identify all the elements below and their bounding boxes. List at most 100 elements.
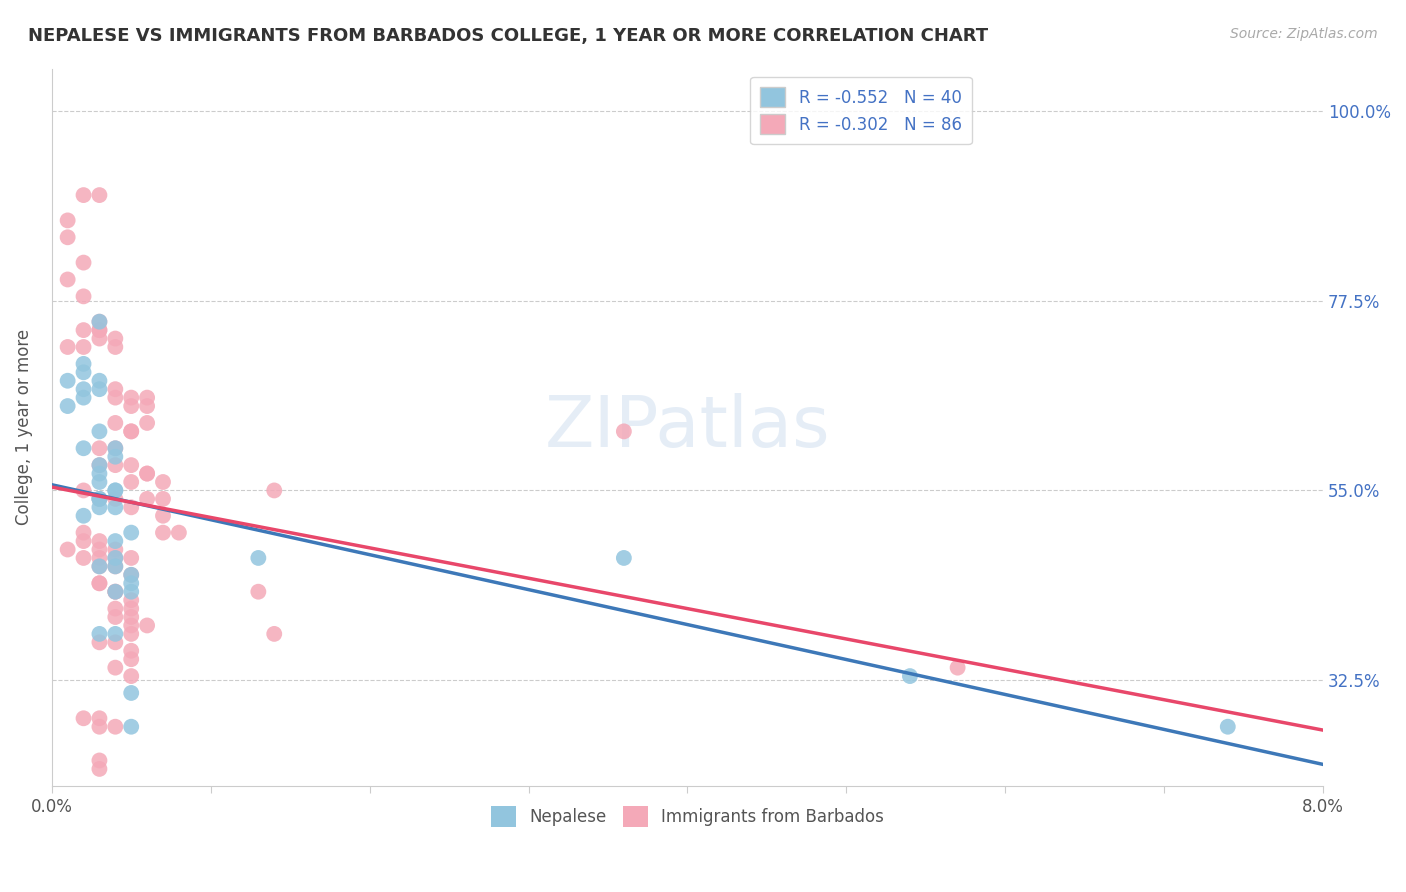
Point xyxy=(89,332,111,346)
Point xyxy=(56,272,79,286)
Point xyxy=(89,576,111,591)
Point xyxy=(89,491,111,506)
Point xyxy=(104,483,127,498)
Point xyxy=(89,315,111,329)
Point xyxy=(89,491,111,506)
Point xyxy=(72,255,94,269)
Point xyxy=(120,584,142,599)
Point xyxy=(120,399,142,413)
Point xyxy=(104,534,127,549)
Point xyxy=(56,213,79,227)
Point xyxy=(104,458,127,472)
Point xyxy=(89,559,111,574)
Point xyxy=(89,542,111,557)
Point xyxy=(120,551,142,566)
Point xyxy=(104,551,127,566)
Point xyxy=(120,686,142,700)
Point xyxy=(89,188,111,202)
Point xyxy=(89,374,111,388)
Point xyxy=(247,584,270,599)
Point xyxy=(89,754,111,768)
Point xyxy=(89,442,111,456)
Point xyxy=(104,500,127,515)
Point xyxy=(167,525,190,540)
Point xyxy=(613,551,636,566)
Point xyxy=(89,382,111,396)
Point xyxy=(72,382,94,396)
Point xyxy=(89,458,111,472)
Point xyxy=(136,416,159,430)
Point xyxy=(104,551,127,566)
Point xyxy=(72,442,94,456)
Point xyxy=(136,618,159,632)
Point xyxy=(120,391,142,405)
Point xyxy=(120,601,142,615)
Text: Source: ZipAtlas.com: Source: ZipAtlas.com xyxy=(1230,27,1378,41)
Point xyxy=(89,458,111,472)
Point xyxy=(104,416,127,430)
Point xyxy=(120,610,142,624)
Point xyxy=(104,559,127,574)
Y-axis label: College, 1 year or more: College, 1 year or more xyxy=(15,329,32,525)
Point xyxy=(89,576,111,591)
Point xyxy=(89,559,111,574)
Point xyxy=(104,442,127,456)
Point xyxy=(104,332,127,346)
Point xyxy=(120,593,142,607)
Point xyxy=(89,500,111,515)
Point xyxy=(120,652,142,666)
Point xyxy=(136,467,159,481)
Point xyxy=(89,475,111,489)
Point xyxy=(120,618,142,632)
Point xyxy=(89,425,111,439)
Point xyxy=(72,323,94,337)
Point xyxy=(104,584,127,599)
Point xyxy=(104,584,127,599)
Point xyxy=(120,567,142,582)
Point xyxy=(120,669,142,683)
Point xyxy=(89,627,111,641)
Point xyxy=(89,491,111,506)
Point xyxy=(120,720,142,734)
Point xyxy=(72,525,94,540)
Point xyxy=(104,720,127,734)
Point xyxy=(136,399,159,413)
Text: NEPALESE VS IMMIGRANTS FROM BARBADOS COLLEGE, 1 YEAR OR MORE CORRELATION CHART: NEPALESE VS IMMIGRANTS FROM BARBADOS COL… xyxy=(28,27,988,45)
Point xyxy=(89,762,111,776)
Point xyxy=(72,188,94,202)
Point xyxy=(1216,720,1239,734)
Point xyxy=(72,289,94,303)
Point xyxy=(89,323,111,337)
Point xyxy=(89,711,111,725)
Point xyxy=(72,340,94,354)
Point xyxy=(56,542,79,557)
Point xyxy=(247,551,270,566)
Point xyxy=(120,627,142,641)
Point xyxy=(104,442,127,456)
Point xyxy=(56,399,79,413)
Point xyxy=(104,601,127,615)
Point xyxy=(136,467,159,481)
Point xyxy=(72,551,94,566)
Point xyxy=(104,627,127,641)
Point xyxy=(152,525,174,540)
Point xyxy=(263,483,285,498)
Point xyxy=(72,483,94,498)
Point xyxy=(120,567,142,582)
Point xyxy=(946,660,969,674)
Legend: Nepalese, Immigrants from Barbados: Nepalese, Immigrants from Barbados xyxy=(482,797,893,835)
Point xyxy=(56,230,79,244)
Point xyxy=(120,425,142,439)
Point xyxy=(152,508,174,523)
Point xyxy=(152,491,174,506)
Point xyxy=(104,340,127,354)
Point xyxy=(72,391,94,405)
Point xyxy=(104,491,127,506)
Point xyxy=(104,660,127,674)
Point xyxy=(72,534,94,549)
Point xyxy=(72,508,94,523)
Point xyxy=(89,467,111,481)
Point xyxy=(120,644,142,658)
Point xyxy=(104,584,127,599)
Point xyxy=(104,610,127,624)
